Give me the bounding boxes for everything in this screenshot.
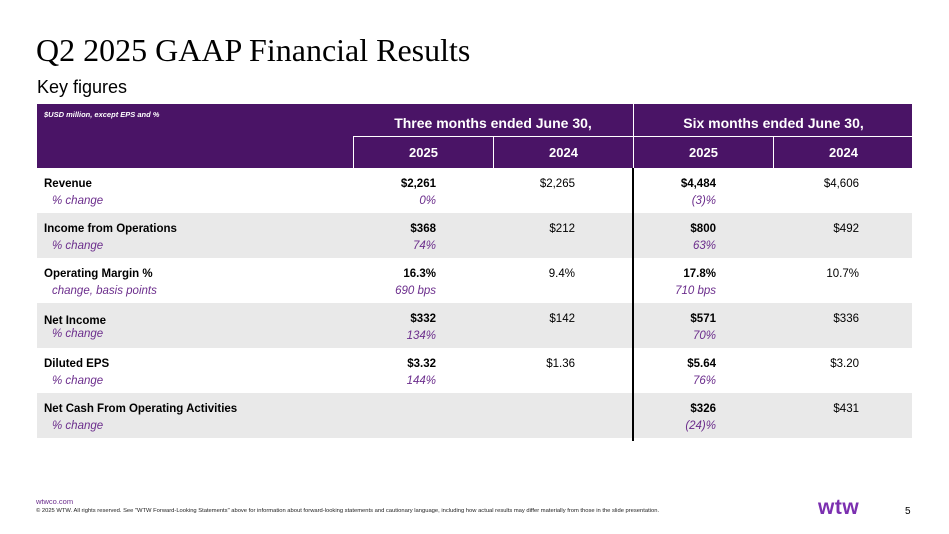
year-header: 2024: [773, 137, 913, 168]
row-sublabel: % change: [52, 195, 104, 207]
row-sublabel: % change: [52, 328, 104, 340]
page-number: 5: [905, 506, 911, 517]
value-cell: $800: [690, 223, 716, 235]
year-header: 2025: [633, 137, 773, 168]
row-label: Diluted EPS: [44, 358, 110, 370]
value-cell: $332: [410, 313, 436, 325]
row-label: Net Income: [44, 315, 106, 327]
change-cell: 144%: [406, 375, 436, 387]
value-cell: $2,265: [539, 178, 575, 190]
change-cell: 74%: [412, 240, 436, 252]
footer-disclaimer: © 2025 WTW. All rights reserved. See "WT…: [36, 508, 660, 514]
value-cell: $3.32: [407, 358, 436, 370]
unit-note: $USD million, except EPS and %: [44, 110, 160, 119]
value-cell: $1.36: [546, 358, 575, 370]
table-row-net-income: Net Income % change $332 $142 $571 $336 …: [37, 303, 912, 348]
change-cell: 0%: [419, 195, 436, 207]
value-cell: 9.4%: [548, 268, 575, 280]
value-cell: $3.20: [830, 358, 859, 370]
value-cell: $2,261: [400, 178, 436, 190]
slide-subtitle: Key figures: [37, 77, 128, 97]
value-cell: $142: [549, 313, 575, 325]
year-header: 2024: [493, 137, 633, 168]
header-separator: [353, 136, 912, 137]
value-cell: 17.8%: [683, 268, 716, 280]
row-sublabel: % change: [52, 375, 104, 387]
row-label: Operating Margin %: [44, 268, 153, 280]
value-cell: $431: [833, 403, 859, 415]
change-cell: 690 bps: [395, 285, 436, 297]
row-label: Net Cash From Operating Activities: [44, 403, 238, 415]
table-row-operating-margin: Operating Margin % change, basis points …: [37, 258, 912, 303]
year-header: 2025: [353, 137, 493, 168]
financial-results-table: $USD million, except EPS and % Three mon…: [37, 104, 912, 438]
value-cell: $571: [690, 313, 716, 325]
value-cell: 10.7%: [826, 268, 859, 280]
value-cell: 16.3%: [403, 268, 436, 280]
slide-title: Q2 2025 GAAP Financial Results: [36, 32, 471, 68]
table-header: $USD million, except EPS and % Three mon…: [37, 104, 912, 168]
footer-website-link[interactable]: wtwco.com: [36, 497, 74, 506]
change-cell: 70%: [692, 330, 716, 342]
change-cell: 76%: [692, 375, 716, 387]
table-row-revenue: Revenue % change $2,261 $2,265 $4,484 $4…: [37, 168, 912, 213]
wtw-logo: wtw: [818, 496, 860, 519]
value-cell: $4,606: [823, 178, 859, 190]
table-row-income-from-operations: Income from Operations % change $368 $21…: [37, 213, 912, 258]
value-cell: $4,484: [680, 178, 716, 190]
row-label: Revenue: [44, 178, 92, 190]
value-cell: $212: [549, 223, 575, 235]
value-cell: $326: [690, 403, 716, 415]
period-header-six-months: Six months ended June 30,: [633, 104, 913, 136]
row-label: Income from Operations: [44, 223, 177, 235]
value-cell: $368: [410, 223, 436, 235]
value-cell: $492: [833, 223, 859, 235]
period-divider-line: [632, 168, 634, 441]
row-sublabel: % change: [52, 420, 104, 432]
value-cell: $5.64: [687, 358, 716, 370]
change-cell: 63%: [692, 240, 716, 252]
change-cell: (3)%: [691, 195, 716, 207]
table-row-net-cash-operating: Net Cash From Operating Activities % cha…: [37, 393, 912, 438]
table-row-diluted-eps: Diluted EPS % change $3.32 $1.36 $5.64 $…: [37, 348, 912, 393]
change-cell: 710 bps: [675, 285, 716, 297]
period-header-three-months: Three months ended June 30,: [394, 115, 592, 131]
value-cell: $336: [833, 313, 859, 325]
row-sublabel: change, basis points: [52, 285, 157, 297]
change-cell: 134%: [406, 330, 436, 342]
row-sublabel: % change: [52, 240, 104, 252]
change-cell: (24)%: [685, 420, 716, 432]
